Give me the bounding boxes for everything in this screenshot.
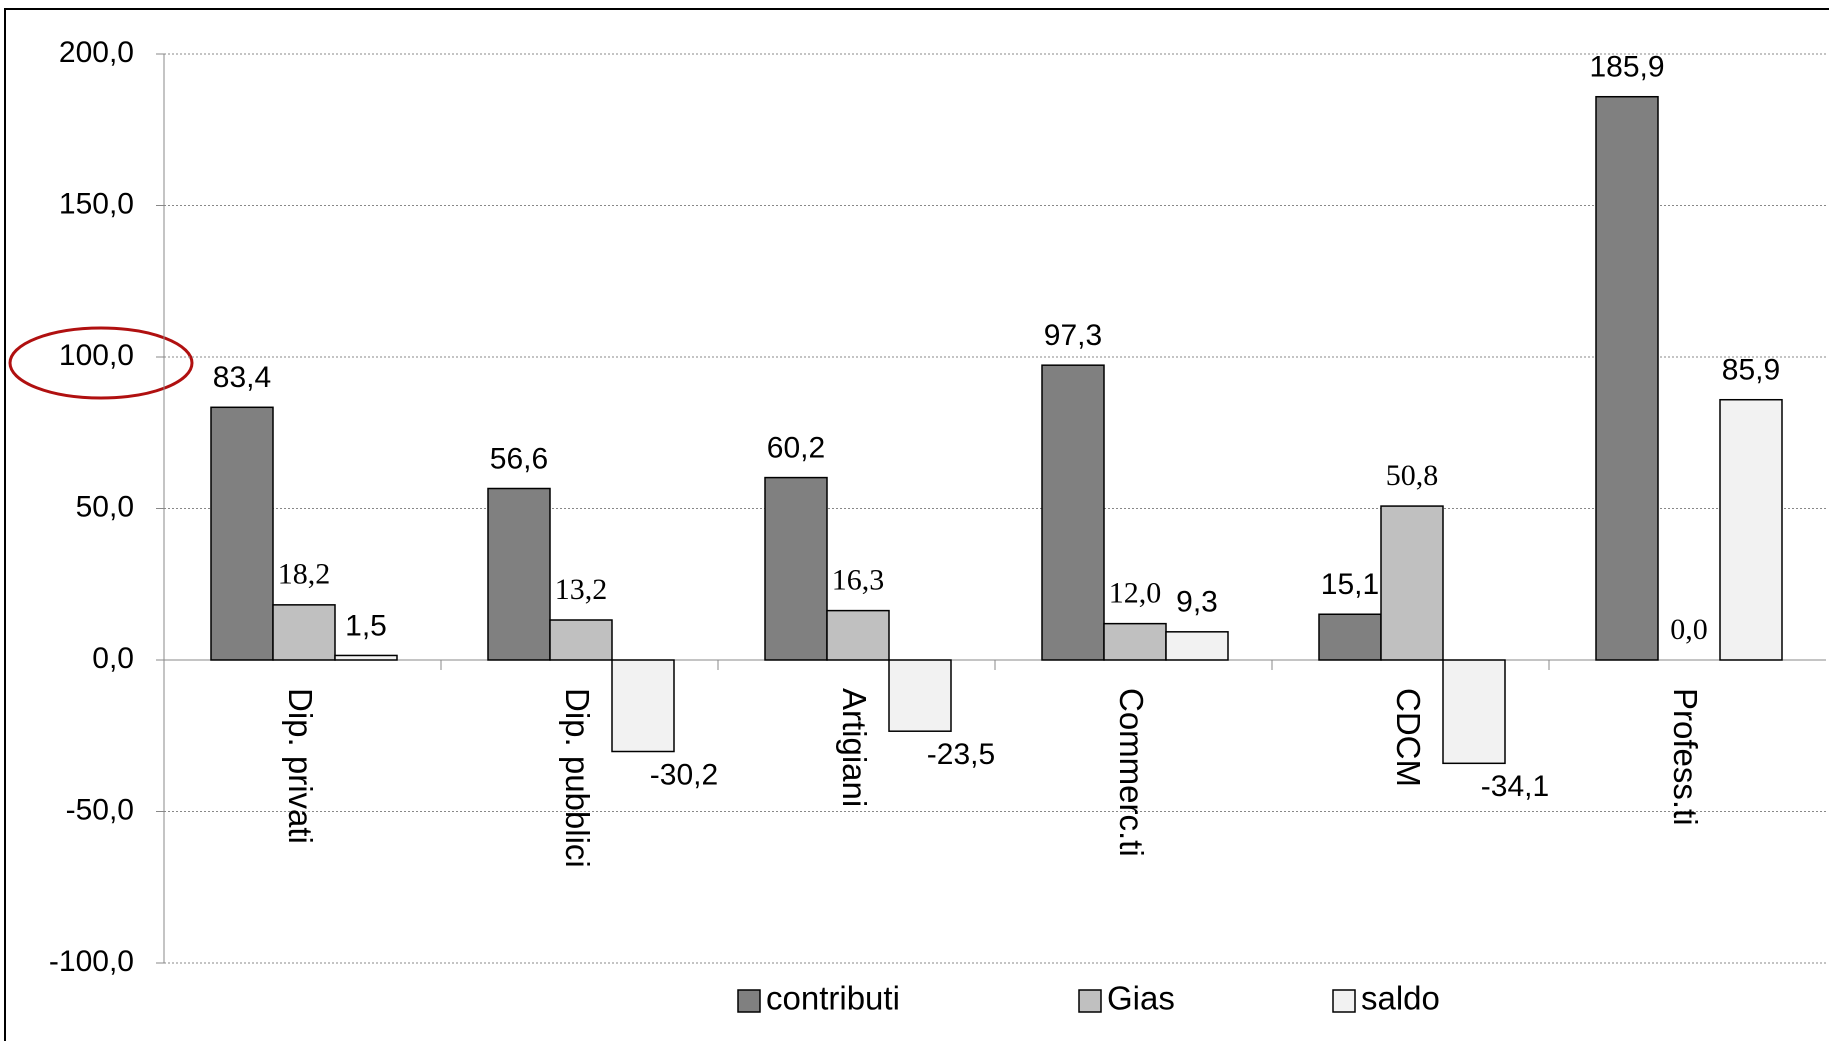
bar: [611, 659, 675, 753]
data-label: 18,2: [278, 558, 331, 591]
data-label: 16,3: [832, 564, 885, 597]
bar: [487, 487, 551, 661]
data-label: 13,2: [555, 573, 608, 606]
y-tick-label: 0,0: [92, 642, 134, 675]
bar: [826, 609, 890, 661]
legend-label: saldo: [1361, 980, 1440, 1017]
y-tick-label: 50,0: [76, 490, 134, 523]
data-label: 12,0: [1109, 577, 1162, 610]
bar: [1103, 622, 1167, 661]
y-tick-label: 200,0: [59, 36, 134, 69]
bar: [210, 406, 274, 661]
bar: [334, 654, 398, 661]
x-tick-label: Dip. pubblici: [559, 688, 596, 868]
data-label: 56,6: [490, 442, 548, 475]
data-label: 0,0: [1670, 613, 1708, 646]
data-label: 50,8: [1386, 459, 1439, 492]
data-label: 15,1: [1321, 568, 1379, 601]
data-label: -23,5: [927, 738, 995, 771]
x-tick-label: Artigiani: [836, 688, 873, 807]
legend-label: Gias: [1107, 980, 1175, 1017]
data-label: 97,3: [1044, 319, 1102, 352]
legend-swatch: [737, 989, 761, 1013]
x-tick-label: CDCM: [1390, 688, 1427, 787]
bar: [1442, 659, 1506, 765]
data-label: -30,2: [650, 758, 718, 791]
y-tick-label: 150,0: [59, 187, 134, 220]
bar: [1380, 505, 1444, 661]
x-tick-label: Profess.ti: [1667, 688, 1704, 826]
y-tick-label: 100,0: [59, 339, 134, 372]
legend-label: contributi: [766, 980, 900, 1017]
highlight-ellipse: [8, 326, 194, 400]
bar: [1719, 398, 1783, 661]
x-tick-label: Commerc.ti: [1113, 688, 1150, 857]
bar: [1595, 95, 1659, 661]
bar: [1318, 613, 1382, 661]
data-label: 85,9: [1722, 354, 1780, 387]
bar: [1041, 364, 1105, 661]
bar: [888, 659, 952, 732]
data-label: 1,5: [345, 609, 387, 642]
bar: [549, 619, 613, 661]
chart-border: [4, 8, 1829, 1041]
y-tick-label: -100,0: [49, 945, 134, 978]
bar: [764, 476, 828, 661]
bar: [272, 604, 336, 661]
y-tick-label: -50,0: [66, 793, 134, 826]
legend-swatch: [1332, 989, 1356, 1013]
data-label: 185,9: [1589, 51, 1664, 84]
data-label: 9,3: [1176, 586, 1218, 619]
data-label: -34,1: [1481, 770, 1549, 803]
legend-swatch: [1078, 989, 1102, 1013]
data-label: 83,4: [213, 361, 271, 394]
x-tick-label: Dip. privati: [282, 688, 319, 844]
bar: [1165, 631, 1229, 661]
data-label: 60,2: [767, 432, 825, 465]
